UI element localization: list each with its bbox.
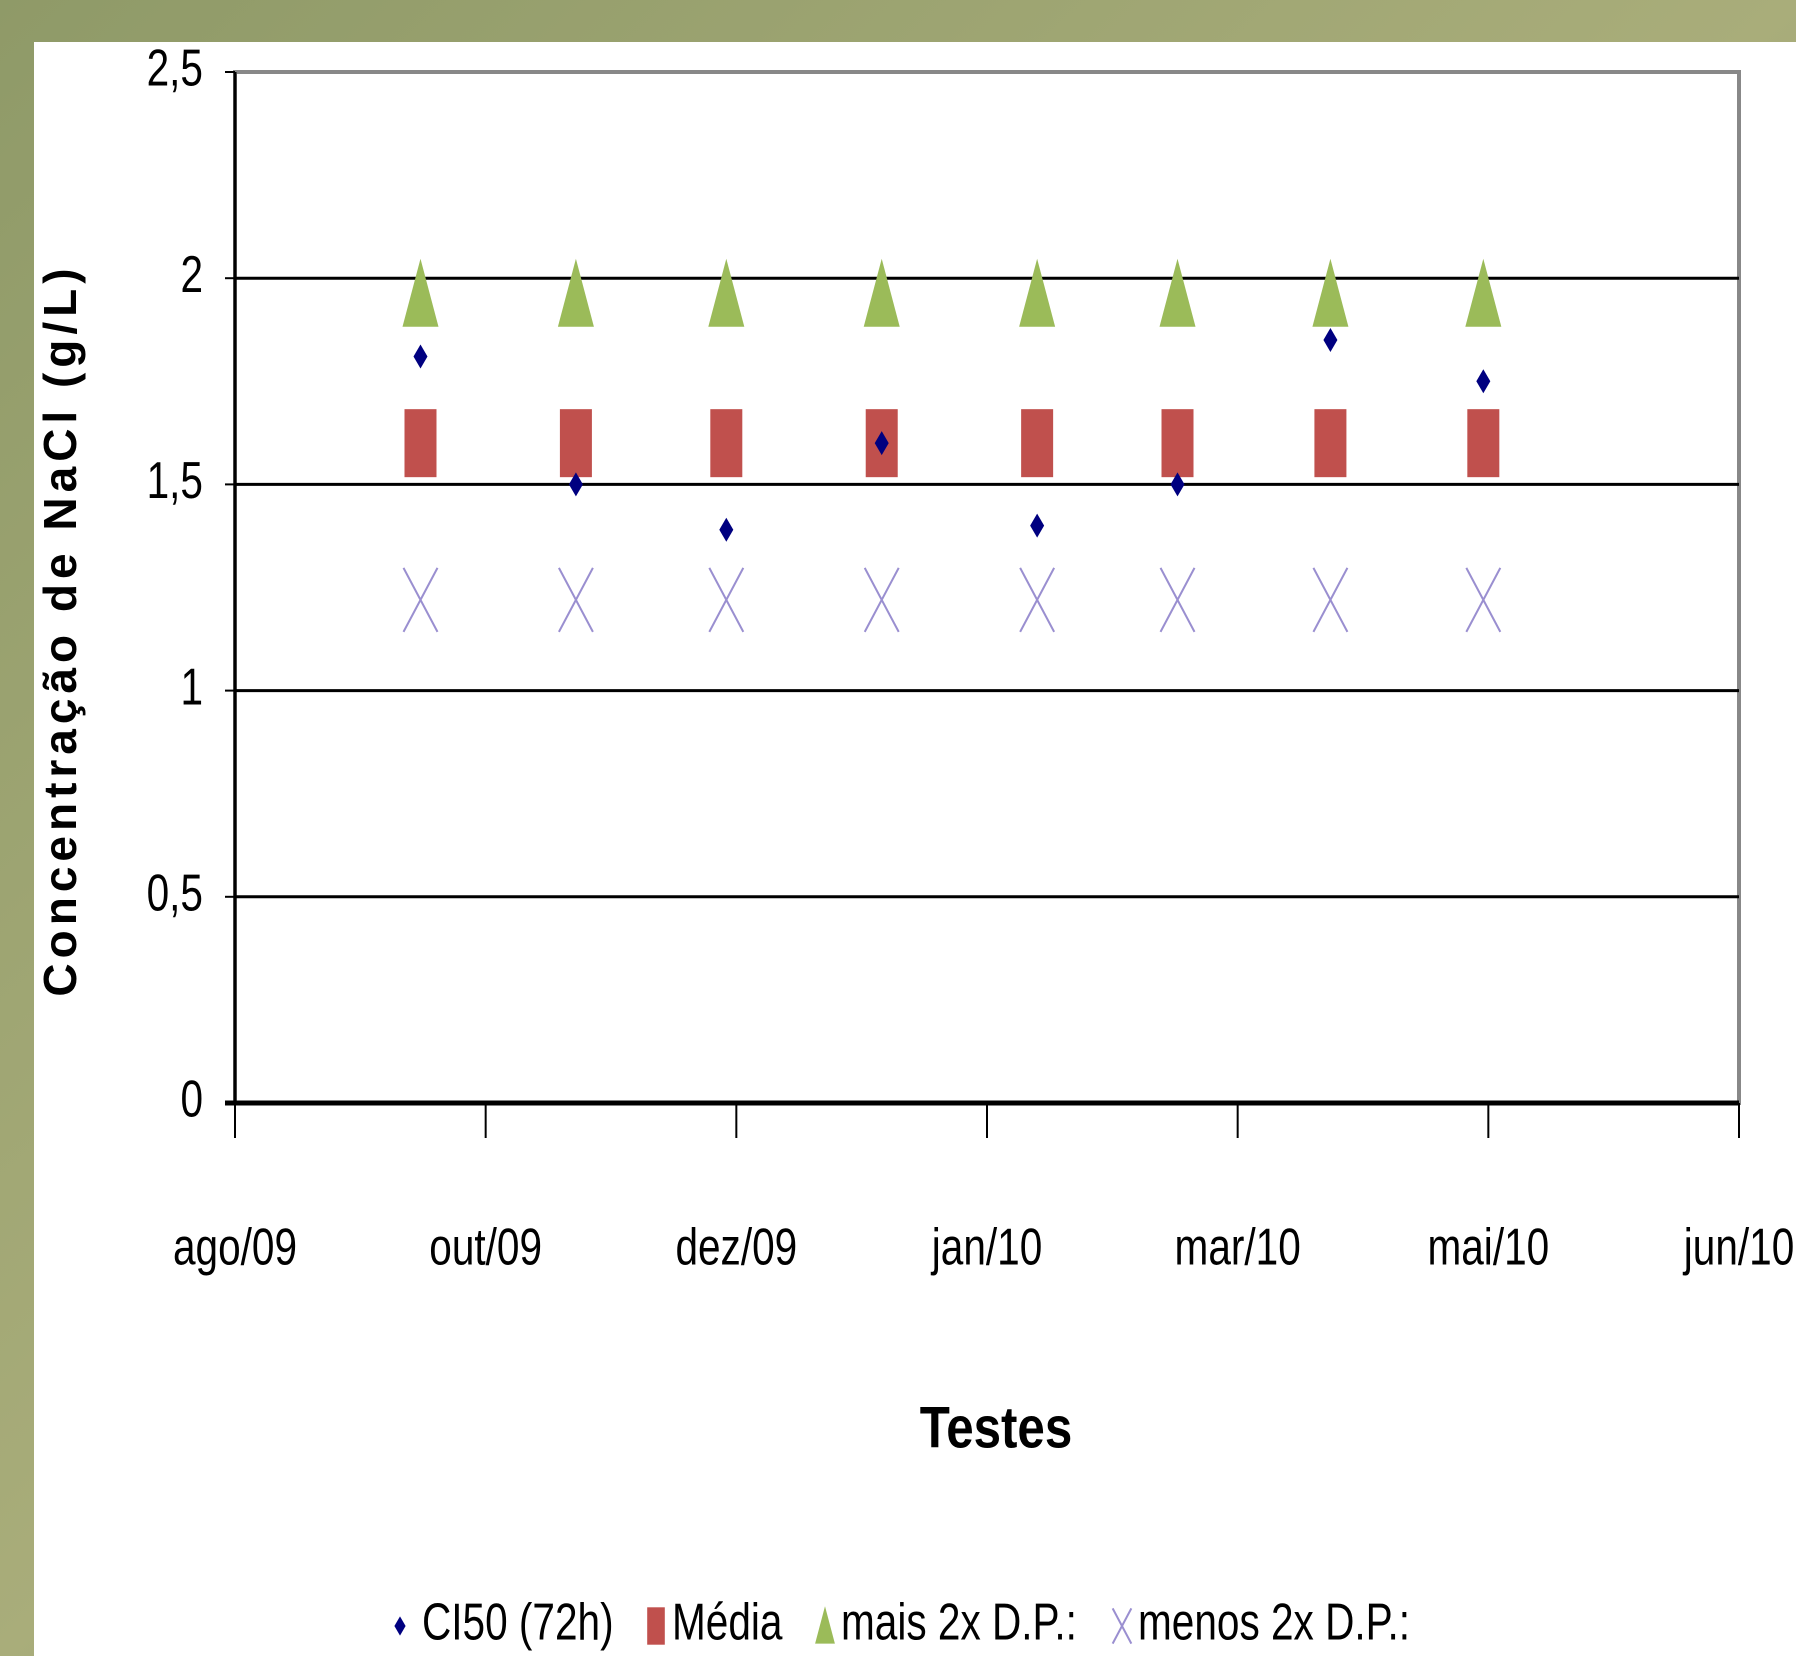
x-tick-label: mai/10 [1427, 1218, 1549, 1276]
point [1467, 409, 1499, 477]
legend-marker [647, 1607, 665, 1644]
y-axis-title: Concentração de NaCl (g/L) [34, 263, 86, 996]
point [710, 409, 742, 477]
point [404, 409, 436, 477]
y-tick-label: 0,5 [147, 864, 203, 922]
y-tick-label: 1,5 [147, 451, 203, 509]
y-tick-label: 2,5 [147, 39, 203, 97]
y-tick-label: 2 [180, 245, 203, 303]
point [560, 409, 592, 477]
y-tick-label: 1 [180, 657, 203, 715]
x-tick-label: out/09 [429, 1218, 542, 1276]
y-tick-label: 0 [180, 1070, 203, 1128]
x-tick-label: ago/09 [173, 1218, 297, 1276]
x-tick-label: dez/09 [675, 1218, 797, 1276]
point [1162, 409, 1194, 477]
legend-label: menos 2x D.P.: [1138, 1593, 1410, 1651]
x-tick-label: jun/10 [1682, 1218, 1794, 1276]
x-tick-label: mar/10 [1175, 1218, 1301, 1276]
legend-label: CI50 (72h) [422, 1593, 614, 1651]
point [1021, 409, 1053, 477]
legend-label: mais 2x D.P.: [841, 1593, 1077, 1651]
x-tick-label: jan/10 [930, 1218, 1042, 1276]
chart-area [34, 42, 1796, 1656]
x-axis-title: Testes [920, 1396, 1073, 1461]
chart: Concentração de NaCl (g/L) Testes 0 0,5 1 1… [0, 0, 1796, 1656]
page: Concentração de NaCl (g/L) Testes 0 0,5 1 1… [0, 0, 1796, 1656]
point [1314, 409, 1346, 477]
legend-label: Média [672, 1593, 783, 1651]
